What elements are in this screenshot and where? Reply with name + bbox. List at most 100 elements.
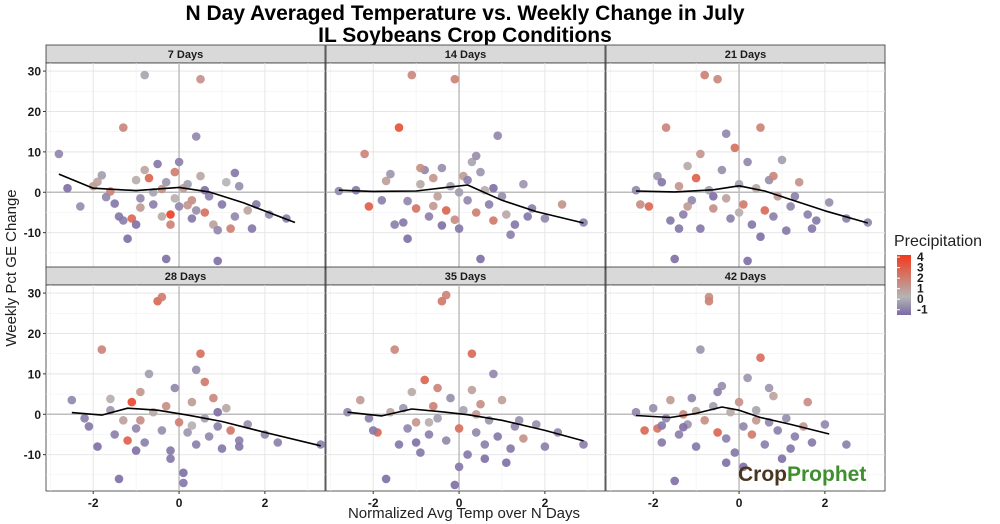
data-point xyxy=(540,442,550,451)
y-tick-label: 10 xyxy=(28,367,42,381)
data-point xyxy=(441,206,451,215)
data-point xyxy=(734,208,744,217)
facet-panel: 14 Days xyxy=(325,44,606,270)
data-point xyxy=(794,177,804,187)
legend-title: Precipitation xyxy=(894,233,982,250)
data-point xyxy=(140,438,149,447)
data-point xyxy=(751,416,761,425)
data-point xyxy=(773,426,782,435)
data-point xyxy=(743,373,752,383)
y-tick-label: 10 xyxy=(28,145,42,159)
data-point xyxy=(824,198,834,207)
data-point xyxy=(636,200,645,209)
data-point xyxy=(149,200,158,209)
data-point xyxy=(713,74,722,84)
data-point xyxy=(119,123,128,132)
data-point xyxy=(842,440,851,449)
data-point xyxy=(433,383,442,393)
data-point xyxy=(403,424,412,433)
data-point xyxy=(407,387,417,397)
data-point xyxy=(174,157,184,167)
data-point xyxy=(743,157,752,167)
data-point xyxy=(454,462,464,472)
data-point xyxy=(97,171,107,180)
data-point xyxy=(123,436,132,445)
data-point xyxy=(386,169,395,179)
data-point xyxy=(756,232,765,241)
data-point xyxy=(230,168,240,178)
data-point xyxy=(424,418,434,427)
data-point xyxy=(131,220,141,229)
data-point xyxy=(709,192,718,201)
data-point xyxy=(713,387,722,397)
data-point xyxy=(80,414,89,423)
data-point xyxy=(161,177,171,187)
data-point xyxy=(191,206,201,215)
data-point xyxy=(786,202,795,211)
data-point xyxy=(273,438,283,447)
legend-tick-label: 3 xyxy=(917,261,924,275)
data-point xyxy=(110,199,119,208)
data-point xyxy=(166,454,175,464)
data-point xyxy=(489,216,498,225)
data-point xyxy=(807,438,817,447)
data-point xyxy=(579,440,588,449)
data-point xyxy=(222,403,231,413)
data-point xyxy=(679,422,688,432)
data-point xyxy=(721,434,731,443)
axes-layer: -10 0 10 20 30 -2 0 2 -10 0 10 20 30 -2 0 2 -2 0 2 xyxy=(24,65,829,510)
data-point xyxy=(769,391,778,401)
data-point xyxy=(782,414,791,423)
data-point xyxy=(463,196,472,205)
data-point xyxy=(170,194,180,203)
legend-colorbar xyxy=(897,255,911,315)
data-point xyxy=(368,426,378,435)
y-tick-label: 20 xyxy=(28,105,42,119)
facet-panel: 42 Days xyxy=(605,266,886,492)
data-point xyxy=(769,171,778,181)
data-point xyxy=(243,206,252,215)
facet-strip-label: 21 Days xyxy=(725,49,767,61)
x-tick-label: 2 xyxy=(822,496,829,510)
data-point xyxy=(726,407,735,417)
data-point xyxy=(183,428,192,437)
data-point xyxy=(471,428,481,437)
data-point xyxy=(416,163,425,173)
data-point xyxy=(166,220,175,229)
data-point xyxy=(390,345,400,354)
data-point xyxy=(377,196,387,205)
data-point xyxy=(226,426,235,435)
loess-curve xyxy=(58,173,296,224)
data-point xyxy=(196,349,205,359)
data-point xyxy=(213,407,222,417)
data-point xyxy=(153,159,162,169)
loess-curve xyxy=(635,406,830,435)
data-point xyxy=(174,202,184,211)
data-point xyxy=(666,216,675,225)
data-point xyxy=(484,200,494,209)
legend-tick-label: 2 xyxy=(917,271,924,285)
data-point xyxy=(467,349,477,359)
data-point xyxy=(424,430,434,439)
data-point xyxy=(222,177,231,187)
data-point xyxy=(420,375,430,385)
data-point xyxy=(403,234,412,243)
y-axis-label: Weekly Pct GE Change xyxy=(3,189,20,346)
y-tick-label: -10 xyxy=(24,226,42,240)
facet-panel: 35 Days xyxy=(325,266,606,492)
data-point xyxy=(803,210,812,219)
x-tick-label: 2 xyxy=(542,496,549,510)
y-tick-label: 0 xyxy=(34,186,41,200)
data-point xyxy=(510,220,520,229)
data-point xyxy=(174,418,184,427)
data-point xyxy=(136,387,145,397)
x-axis-label: Normalized Avg Temp over N Days xyxy=(348,505,580,522)
data-point xyxy=(407,70,417,80)
data-point xyxy=(670,254,679,264)
data-point xyxy=(234,436,244,445)
data-point xyxy=(416,448,425,457)
data-point xyxy=(127,397,137,407)
logo-crop: Crop xyxy=(738,463,787,486)
